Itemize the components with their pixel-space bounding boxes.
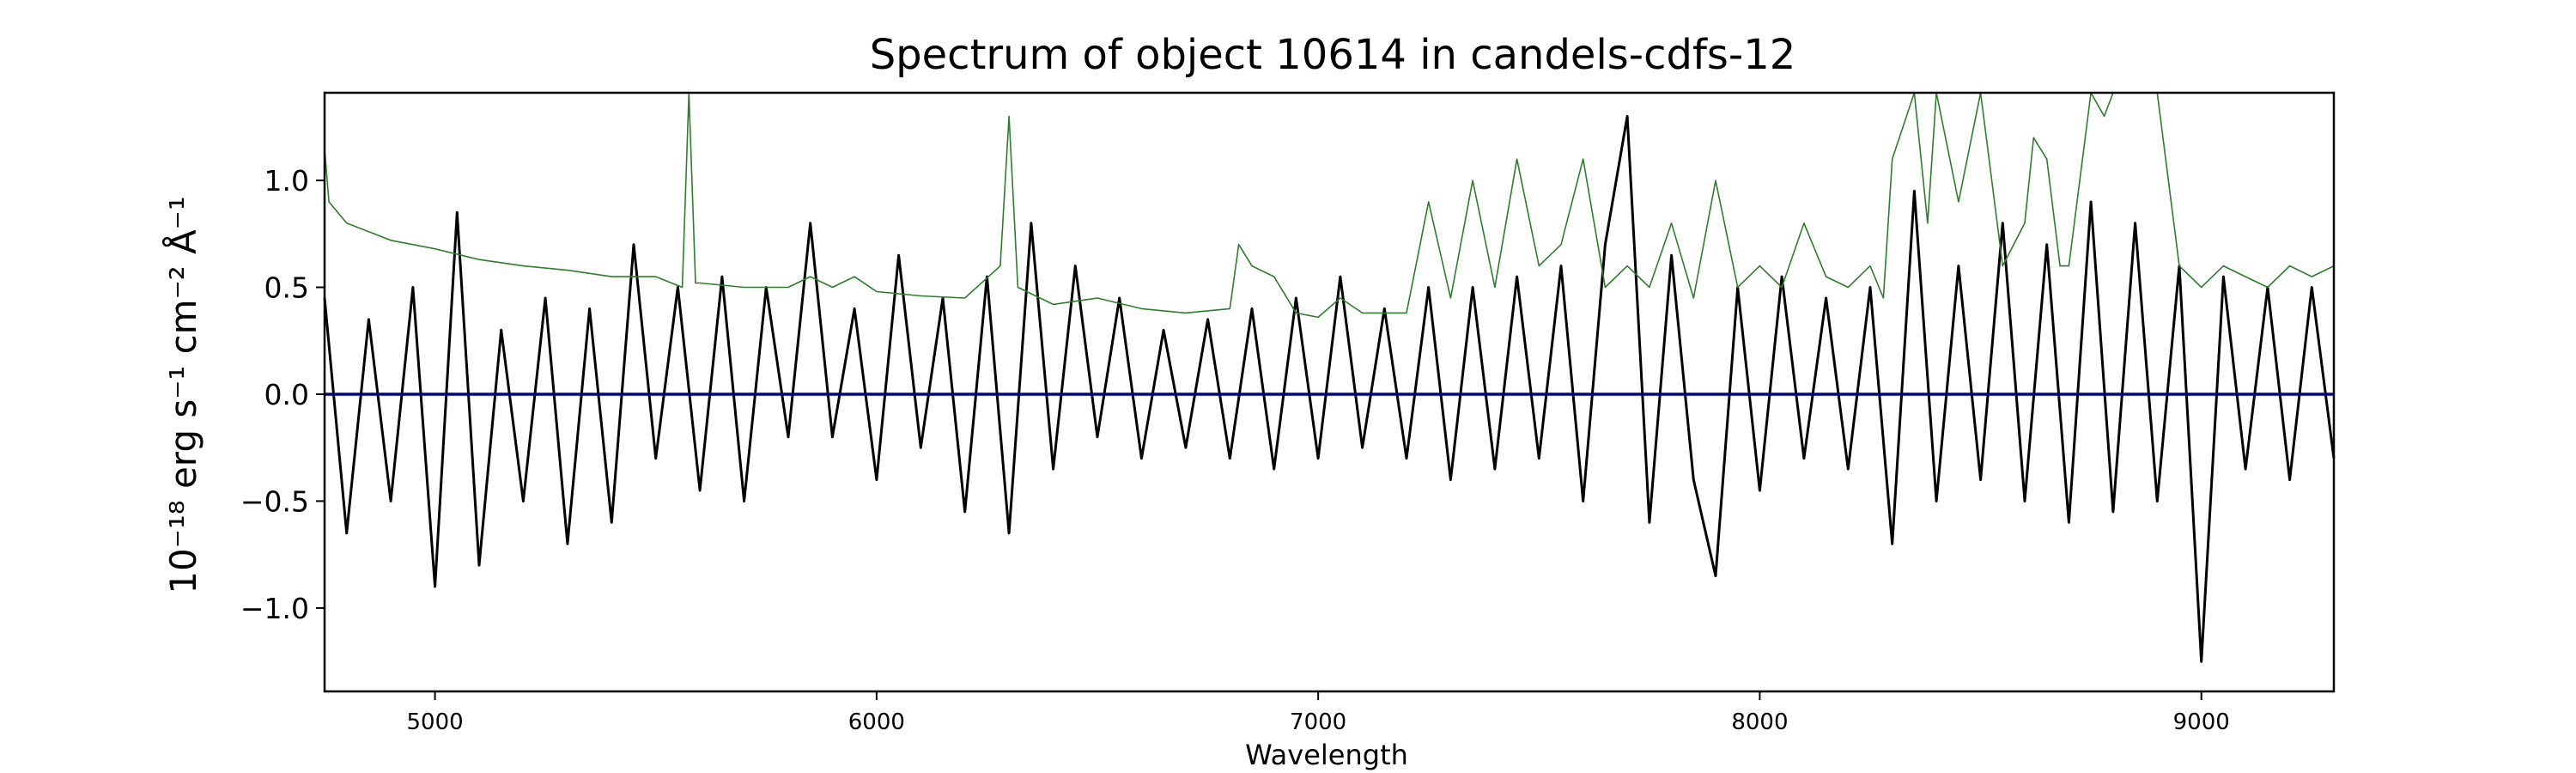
x-tick-label: 6000: [848, 709, 905, 735]
chart-title: Spectrum of object 10614 in candels-cdfs…: [870, 31, 1796, 79]
x-tick-label: 7000: [1290, 709, 1346, 735]
y-tick-label: −1.0: [240, 592, 309, 625]
model-spectrum-line: [324, 92, 2335, 319]
y-axis-label: 10⁻¹⁸ erg s⁻¹ cm⁻² Å⁻¹: [161, 196, 204, 593]
x-tick-label: 5000: [406, 709, 463, 735]
y-tick-label: 1.0: [264, 164, 309, 198]
y-tick-label: 0.5: [264, 271, 309, 305]
x-axis-label: Wavelength: [1245, 739, 1408, 771]
x-tick-label: 9000: [2173, 709, 2230, 735]
plot-frame: [323, 91, 2336, 693]
x-tick-label: 8000: [1731, 709, 1788, 735]
observed-flux-line: [323, 114, 2336, 663]
y-axis-ticks: −1.0 −0.5 0.0 0.5 1.0: [240, 164, 325, 625]
y-tick-label: 0.0: [264, 378, 309, 411]
x-axis-ticks: 5000 6000 7000 8000 9000: [406, 691, 2230, 735]
y-tick-label: −0.5: [240, 484, 309, 518]
series-layer: [323, 92, 2336, 663]
